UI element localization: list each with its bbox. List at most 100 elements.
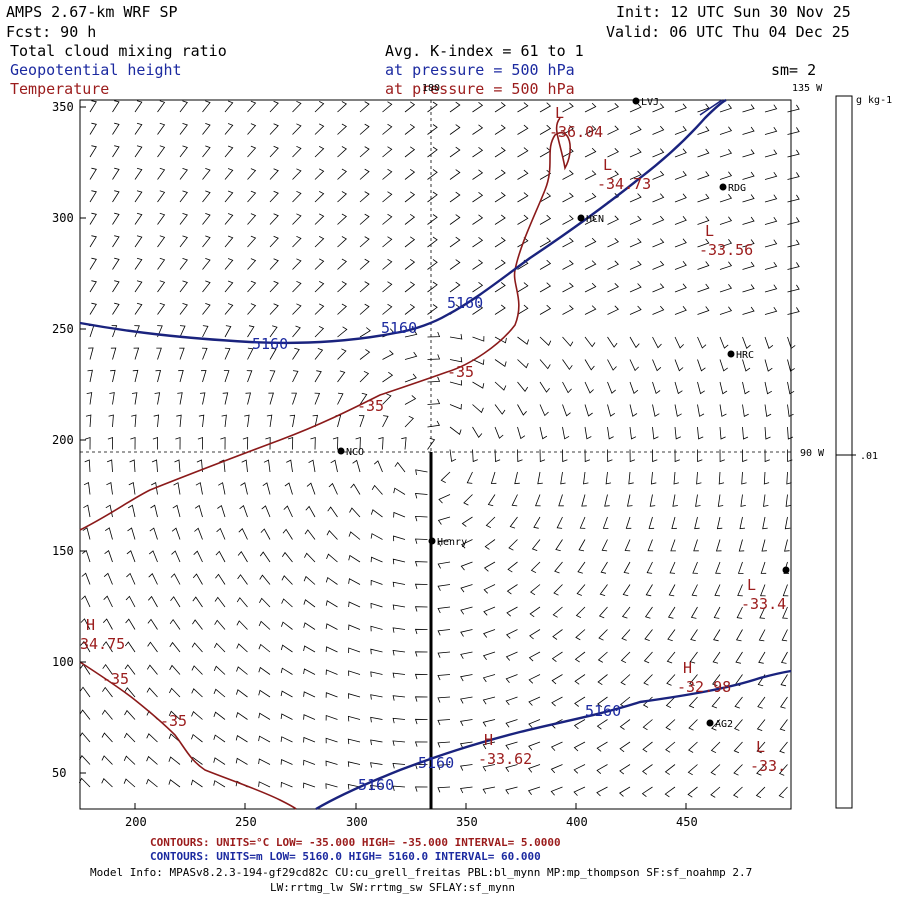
wind-barb <box>124 709 136 720</box>
wind-barb <box>764 261 778 270</box>
station-dot <box>577 214 585 222</box>
wind-barb <box>697 171 710 180</box>
wind-barb <box>652 260 665 270</box>
wind-barb <box>674 126 687 135</box>
wind-barb <box>461 516 473 527</box>
wind-barb <box>265 436 271 450</box>
wind-barb <box>213 734 226 743</box>
wind-barb <box>674 238 687 248</box>
wind-barb <box>89 235 97 248</box>
wind-barb <box>573 741 586 752</box>
temp-contour-label: -35 <box>102 670 129 688</box>
wind-barb <box>235 712 248 720</box>
wind-barb <box>104 550 113 563</box>
wind-barb <box>607 260 619 270</box>
wind-barb <box>258 758 271 765</box>
wind-barb <box>153 414 160 428</box>
wind-barb <box>687 786 698 798</box>
footer-temp-contours: CONTOURS: UNITS=°C LOW= -35.000 HIGH= -3… <box>150 836 561 849</box>
wind-barb <box>348 531 361 540</box>
wind-barb <box>134 167 143 180</box>
wind-barb <box>697 216 710 225</box>
wind-barb <box>574 696 586 707</box>
wind-barb <box>414 741 428 747</box>
wind-barb <box>148 550 158 563</box>
wind-barb <box>764 359 773 372</box>
wind-barb <box>304 529 316 540</box>
wind-barb <box>689 674 698 686</box>
wind-barb <box>652 125 665 135</box>
wind-barb <box>674 193 687 203</box>
wind-barb <box>716 516 723 530</box>
wind-barb <box>494 404 506 415</box>
wind-barb <box>689 651 698 664</box>
wind-barb <box>101 778 113 788</box>
wind-barb <box>213 688 226 698</box>
wind-barb <box>281 621 293 630</box>
wind-barb <box>414 696 428 702</box>
extremum-value: -33.62 <box>478 750 532 768</box>
wind-barb <box>584 282 597 293</box>
wind-barb <box>213 711 226 720</box>
wind-barb <box>779 719 788 731</box>
wind-barb <box>151 459 158 473</box>
wind-barb <box>314 101 325 113</box>
wind-barb <box>440 471 451 483</box>
wind-barb <box>102 664 113 675</box>
wind-barb <box>330 459 338 473</box>
wind-barb <box>327 506 338 518</box>
wind-barb <box>168 733 181 743</box>
wind-barb <box>314 281 325 293</box>
extremum-kind: L <box>747 576 756 594</box>
wind-barb <box>629 193 642 203</box>
wind-barb <box>382 168 393 180</box>
extremum-kind: L <box>555 104 564 122</box>
wind-barb <box>246 370 253 383</box>
wind-barb <box>283 505 293 518</box>
wind-barb <box>222 392 229 405</box>
wind-barb <box>482 741 496 750</box>
wind-barb <box>690 606 698 619</box>
wind-barb <box>427 259 438 270</box>
wind-barb <box>325 576 338 585</box>
wind-barb <box>236 666 248 675</box>
wind-barb <box>150 504 158 518</box>
wind-barb <box>152 436 159 450</box>
wind-barb <box>81 572 91 585</box>
wind-barb <box>494 237 506 248</box>
wind-barb <box>348 647 361 654</box>
wind-barb <box>494 192 506 203</box>
wind-barb <box>787 284 800 293</box>
wind-barb <box>645 584 653 597</box>
wind-barb <box>179 168 188 180</box>
wind-barb <box>337 146 347 158</box>
wind-barb <box>235 757 248 765</box>
wind-barb <box>314 213 325 225</box>
x-tick-label: 350 <box>456 815 478 829</box>
wind-barb <box>247 213 257 225</box>
wind-barb <box>733 764 743 776</box>
wind-barb <box>292 213 302 225</box>
wind-barb <box>192 596 203 608</box>
wind-barb <box>482 696 496 705</box>
station-label: AG2 <box>715 719 733 730</box>
wind-barb <box>245 392 252 405</box>
wind-barb <box>505 786 518 795</box>
wind-barb <box>224 325 232 338</box>
wind-barb <box>349 507 361 518</box>
wind-barb <box>460 606 473 615</box>
wind-barb <box>359 236 370 248</box>
wind-barb <box>378 436 384 450</box>
x-axis-ticks: 200 250 300 350 400 450 <box>125 803 698 829</box>
wind-barb <box>215 573 226 585</box>
colorbar <box>835 95 853 809</box>
wind-barb <box>237 574 248 585</box>
wind-barb <box>697 426 704 440</box>
wind-barb <box>382 303 393 315</box>
wind-barb <box>337 281 347 293</box>
wind-barb <box>404 213 416 225</box>
wind-barb <box>494 449 501 463</box>
wind-barb <box>224 347 231 360</box>
wind-barb <box>528 764 541 773</box>
